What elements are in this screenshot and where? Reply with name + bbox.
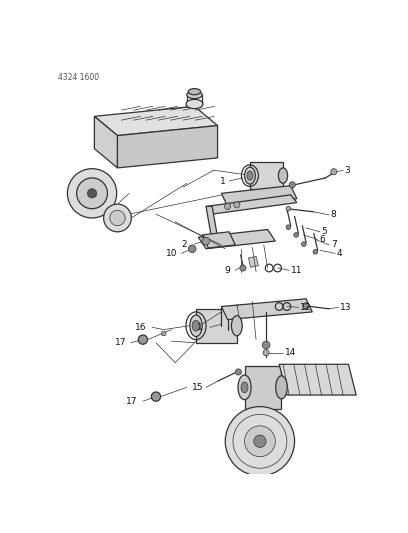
Polygon shape	[206, 206, 217, 237]
Text: 14: 14	[284, 348, 296, 357]
Text: 13: 13	[340, 303, 352, 312]
Text: 17: 17	[115, 338, 126, 347]
Circle shape	[302, 242, 306, 246]
Text: 1: 1	[220, 176, 226, 185]
Text: 4: 4	[337, 249, 343, 258]
Circle shape	[294, 232, 298, 237]
Circle shape	[151, 392, 161, 401]
Circle shape	[138, 335, 148, 344]
Polygon shape	[244, 366, 282, 409]
Polygon shape	[202, 232, 235, 248]
Circle shape	[77, 178, 107, 209]
Ellipse shape	[192, 320, 200, 331]
Circle shape	[202, 237, 210, 245]
Circle shape	[104, 204, 131, 232]
Text: 12: 12	[300, 303, 311, 312]
Text: 8: 8	[331, 211, 337, 220]
Ellipse shape	[186, 99, 203, 109]
Ellipse shape	[190, 315, 202, 336]
Circle shape	[286, 206, 291, 211]
Polygon shape	[279, 364, 356, 395]
Ellipse shape	[188, 88, 201, 95]
Circle shape	[234, 202, 240, 208]
Text: 16: 16	[135, 323, 147, 332]
Polygon shape	[248, 256, 258, 267]
Circle shape	[263, 350, 269, 356]
Circle shape	[67, 168, 117, 218]
Circle shape	[224, 203, 231, 209]
Text: 3: 3	[345, 166, 350, 175]
Polygon shape	[118, 126, 217, 168]
Polygon shape	[94, 116, 118, 168]
Circle shape	[289, 182, 295, 188]
Text: 1: 1	[197, 323, 202, 332]
Circle shape	[87, 189, 97, 198]
Text: 15: 15	[192, 383, 204, 392]
Text: 17: 17	[126, 397, 137, 406]
Text: 5: 5	[322, 227, 327, 236]
Text: 7: 7	[331, 240, 337, 249]
Circle shape	[161, 331, 166, 336]
Text: 9: 9	[224, 266, 230, 275]
Ellipse shape	[278, 168, 288, 183]
Circle shape	[244, 426, 275, 457]
Ellipse shape	[244, 167, 255, 184]
Ellipse shape	[276, 376, 287, 399]
Circle shape	[235, 369, 242, 375]
Text: 4324 1600: 4324 1600	[58, 74, 99, 82]
Polygon shape	[250, 161, 283, 189]
Circle shape	[286, 225, 291, 230]
Polygon shape	[94, 106, 217, 135]
Polygon shape	[196, 309, 237, 343]
Circle shape	[225, 407, 295, 476]
Circle shape	[110, 210, 125, 225]
Polygon shape	[206, 195, 297, 214]
Ellipse shape	[247, 171, 253, 180]
Circle shape	[188, 245, 196, 253]
Text: 11: 11	[291, 266, 302, 275]
Text: 2: 2	[182, 240, 187, 248]
Circle shape	[240, 265, 246, 271]
Text: 10: 10	[166, 249, 177, 258]
Polygon shape	[222, 185, 297, 206]
Circle shape	[262, 341, 270, 349]
Ellipse shape	[238, 375, 251, 400]
Circle shape	[303, 303, 309, 309]
Ellipse shape	[187, 91, 202, 99]
Circle shape	[331, 168, 337, 175]
Polygon shape	[198, 230, 275, 249]
Text: 6: 6	[319, 235, 325, 244]
Polygon shape	[222, 299, 312, 320]
Ellipse shape	[241, 382, 248, 393]
Circle shape	[254, 435, 266, 447]
Circle shape	[313, 249, 318, 254]
Ellipse shape	[231, 316, 242, 336]
